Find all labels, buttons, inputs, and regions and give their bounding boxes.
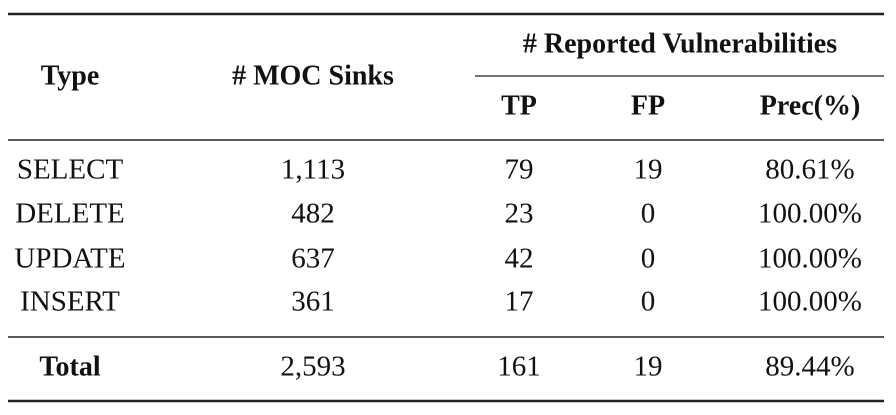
header-prec: Prec(%): [760, 90, 861, 121]
cell: 79: [505, 154, 534, 186]
header-fp: FP: [631, 90, 665, 121]
cell: 80.61%: [765, 154, 854, 186]
cell: 0: [641, 243, 656, 275]
cell: DELETE: [15, 198, 125, 230]
header-moc-sinks: # MOC Sinks: [232, 60, 394, 91]
cell: 1,113: [281, 154, 345, 186]
cell: 23: [505, 198, 534, 230]
cell: INSERT: [20, 286, 120, 318]
cell: 100.00%: [758, 286, 862, 318]
cell: UPDATE: [14, 243, 125, 275]
total-cell: 89.44%: [765, 351, 854, 383]
header-tp: TP: [501, 90, 537, 121]
cell: 42: [505, 243, 534, 275]
cell: 19: [634, 154, 663, 186]
cell: 100.00%: [758, 198, 862, 230]
cell: 0: [641, 198, 656, 230]
cell: 637: [291, 243, 335, 275]
cell: 361: [291, 286, 335, 318]
header-type: Type: [41, 60, 100, 91]
total-cell: 161: [497, 351, 541, 383]
cell: 0: [641, 286, 656, 318]
header-reported: # Reported Vulnerabilities: [523, 28, 837, 59]
total-cell: 19: [634, 351, 663, 383]
cell: 482: [291, 198, 335, 230]
total-cell: 2,593: [280, 351, 345, 383]
cell: 100.00%: [758, 243, 862, 275]
total-cell: Total: [39, 351, 100, 382]
cell: SELECT: [17, 154, 124, 186]
cell: 17: [505, 286, 534, 318]
